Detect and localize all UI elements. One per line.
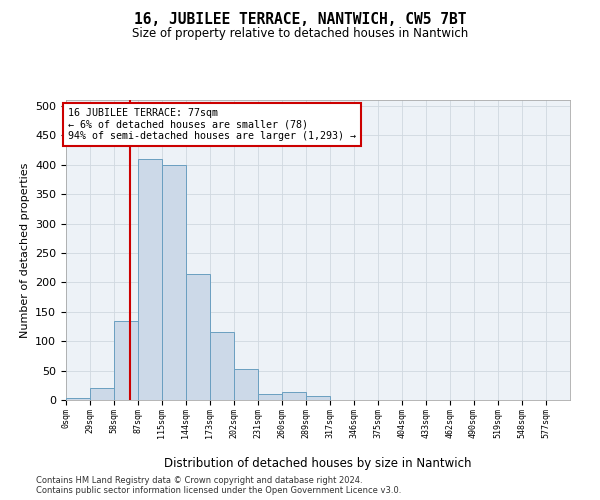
Bar [186, 274, 210, 400]
Bar [234, 370, 258, 400]
Bar [258, 394, 282, 400]
Text: Size of property relative to detached houses in Nantwich: Size of property relative to detached ho… [132, 28, 468, 40]
Y-axis label: Number of detached properties: Number of detached properties [20, 162, 29, 338]
Bar [66, 398, 90, 400]
Bar [210, 332, 234, 400]
Bar [282, 392, 307, 400]
Bar [161, 164, 186, 400]
Text: Contains HM Land Registry data © Crown copyright and database right 2024.: Contains HM Land Registry data © Crown c… [36, 476, 362, 485]
Text: Contains public sector information licensed under the Open Government Licence v3: Contains public sector information licen… [36, 486, 401, 495]
Text: 16, JUBILEE TERRACE, NANTWICH, CW5 7BT: 16, JUBILEE TERRACE, NANTWICH, CW5 7BT [134, 12, 466, 28]
Text: Distribution of detached houses by size in Nantwich: Distribution of detached houses by size … [164, 458, 472, 470]
Bar [114, 320, 139, 400]
Bar [307, 396, 331, 400]
Text: 16 JUBILEE TERRACE: 77sqm
← 6% of detached houses are smaller (78)
94% of semi-d: 16 JUBILEE TERRACE: 77sqm ← 6% of detach… [68, 108, 356, 141]
Bar [90, 388, 114, 400]
Bar [139, 159, 163, 400]
